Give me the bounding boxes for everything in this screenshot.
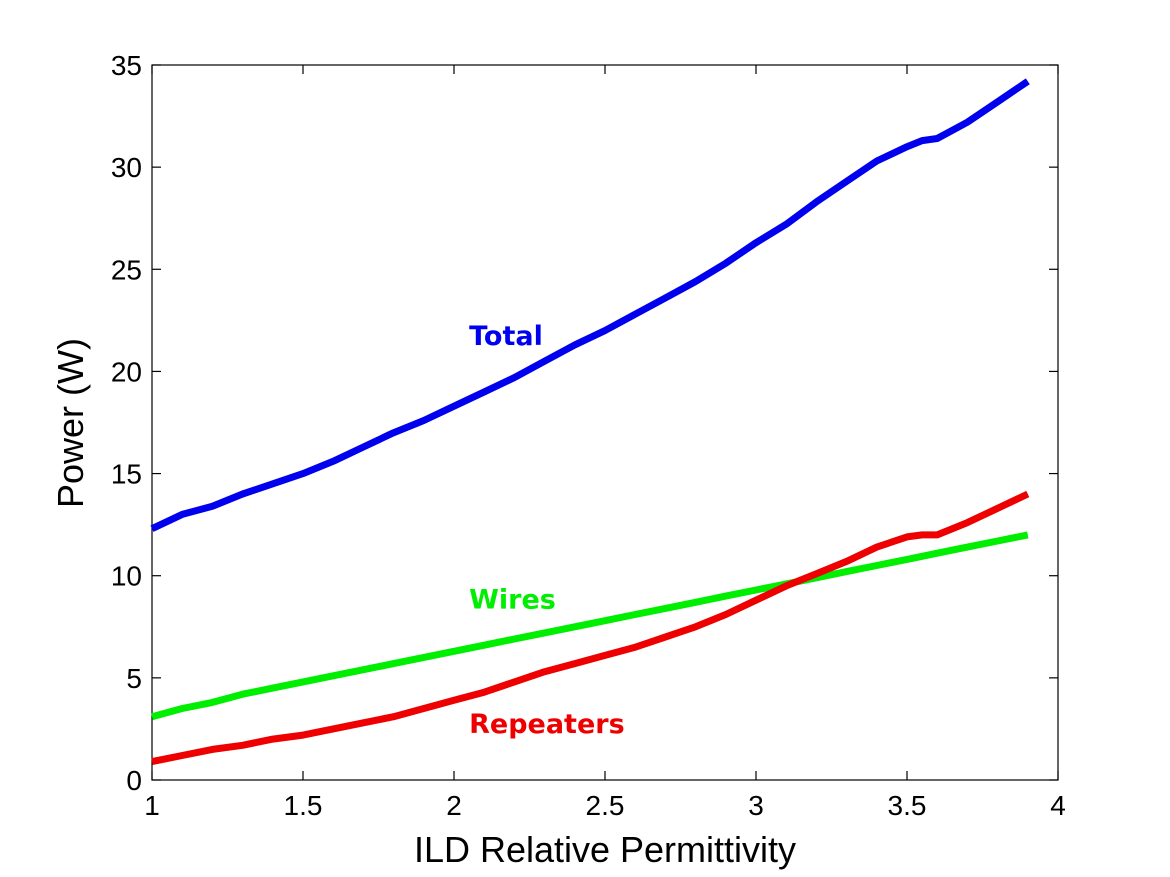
y-tick-label: 0 [126,765,142,796]
x-tick-label: 1 [144,790,160,821]
x-tick-label: 3 [748,790,764,821]
series-line-wires [151,531,1029,721]
y-tick-label: 10 [111,561,142,592]
series-line-repeaters [151,490,1030,766]
y-tick-label: 20 [111,356,142,387]
x-axis: 1 1.5 2 2.5 3 3.5 4 [144,65,1066,821]
x-axis-label: ILD Relative Permittivity [414,829,796,870]
series-line-total [150,78,1030,532]
y-tick-label: 15 [111,459,142,490]
y-tick-label: 30 [111,152,142,183]
x-tick-label: 1.5 [284,790,323,821]
y-tick-label: 25 [111,254,142,285]
series-labels: Total Wires Repeaters [469,321,625,740]
series-label-wires: Wires [469,584,556,615]
x-tick-label: 2 [446,790,462,821]
y-tick-label: 5 [126,663,142,694]
x-tick-label: 2.5 [586,790,625,821]
y-axis: 0 5 10 15 20 25 30 35 [111,50,1058,796]
series-label-repeaters: Repeaters [469,709,625,740]
y-axis-label: Power (W) [50,338,91,508]
x-tick-label: 3.5 [888,790,927,821]
series-label-total: Total [469,321,543,352]
plot-frame [151,64,1059,781]
series-layer [150,78,1030,766]
y-tick-label: 35 [111,50,142,81]
x-tick-label: 4 [1050,790,1066,821]
